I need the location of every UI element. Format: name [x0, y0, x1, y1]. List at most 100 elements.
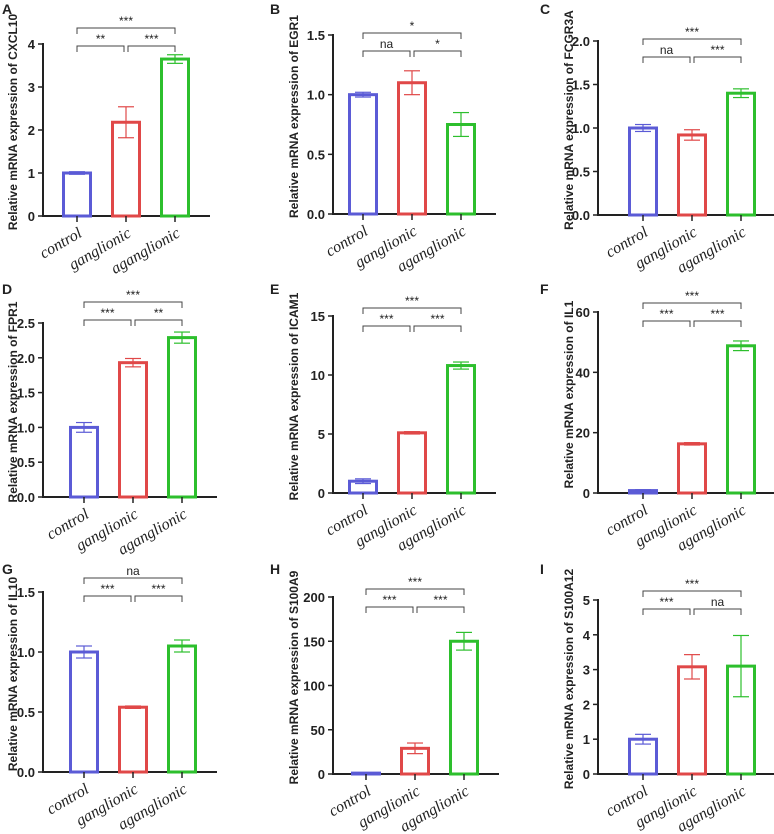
- y-tick-label: 1.0: [572, 121, 590, 136]
- sig-ganglionic-aganglionic-label: ***: [710, 43, 724, 57]
- y-tick-label: 0.5: [572, 165, 590, 180]
- y-tick-label: 2.5: [17, 316, 35, 331]
- sig-control-ganglionic-bracket: [83, 319, 132, 326]
- y-axis-label: Relative mRNA expression of FCGR3A: [562, 10, 576, 230]
- y-tick-label: 2: [583, 697, 590, 712]
- y-tick-label: 3: [28, 80, 35, 95]
- sig-ganglionic-aganglionic-label: ***: [151, 582, 165, 596]
- y-tick-label: 0: [318, 486, 325, 501]
- y-axis-label: Relative mRNA expression of S100A9: [287, 570, 301, 784]
- sig-ganglionic-aganglionic-bracket: [134, 595, 183, 602]
- y-tick-label: 1.5: [307, 28, 325, 43]
- sig-ganglionic-aganglionic-label: ***: [433, 593, 447, 607]
- sig-control-ganglionic-bracket: [76, 45, 125, 52]
- bar-ganglionic: [118, 361, 148, 499]
- sig-control-aganglionic-bracket: [83, 301, 183, 308]
- sig-control-ganglionic-bracket: [83, 595, 132, 602]
- sig-control-ganglionic-bracket: [362, 50, 411, 57]
- sig-ganglionic-aganglionic-bracket: [134, 319, 183, 326]
- sig-control-aganglionic-label: *: [410, 19, 415, 33]
- y-tick-label: 3: [583, 663, 590, 678]
- y-tick-label: 100: [303, 679, 325, 694]
- panel-h: H Relative mRNA expression of S100A9 0 50 10…: [270, 561, 499, 834]
- y-axis-label: Relative mRNA expression of S100A12: [562, 569, 576, 790]
- bar-aganglionic: [167, 644, 197, 774]
- bar-aganglionic: [726, 91, 756, 217]
- panel-letter: D: [2, 281, 12, 297]
- bar-control: [69, 425, 99, 499]
- sig-control-aganglionic-bracket: [365, 588, 465, 595]
- y-axis-label: Relative mRNA expression of FPR1: [6, 301, 20, 502]
- y-tick-label: 20: [576, 426, 590, 441]
- y-tick-label: 1.0: [17, 645, 35, 660]
- sig-control-aganglionic-label: ***: [685, 577, 699, 591]
- sig-ganglionic-aganglionic-bracket: [413, 50, 462, 57]
- y-tick-label: 4: [28, 37, 36, 52]
- bar-ganglionic: [397, 431, 427, 495]
- panel-letter: F: [540, 281, 549, 297]
- y-tick-label: 0.5: [17, 705, 35, 720]
- sig-control-aganglionic-label: ***: [685, 25, 699, 39]
- sig-control-ganglionic-label: **: [96, 32, 106, 46]
- y-tick-label: 1.5: [17, 386, 35, 401]
- sig-ganglionic-aganglionic-label: na: [711, 595, 725, 609]
- y-tick-label: 2: [28, 123, 35, 138]
- y-tick-label: 0.0: [17, 490, 35, 505]
- sig-control-aganglionic-label: ***: [126, 288, 140, 302]
- sig-control-aganglionic-bracket: [642, 590, 742, 597]
- bar-control: [62, 171, 92, 218]
- y-tick-label: 2.0: [572, 34, 590, 49]
- sig-control-aganglionic-bracket: [362, 307, 462, 314]
- panel-letter: E: [270, 281, 279, 297]
- y-tick-label: 10: [311, 368, 325, 383]
- sig-control-ganglionic-label: ***: [659, 595, 673, 609]
- y-tick-label: 5: [318, 427, 325, 442]
- bar-aganglionic: [167, 336, 197, 499]
- panel-b: B Relative mRNA expression of EGR1 0.0 0.5 1…: [270, 1, 496, 276]
- sig-control-ganglionic-bracket: [642, 56, 691, 63]
- sig-control-ganglionic-bracket: [642, 608, 691, 615]
- panel-letter: B: [270, 1, 280, 17]
- y-axis-label: Relative mRNA expression of IL10: [6, 577, 20, 772]
- sig-ganglionic-aganglionic-bracket: [413, 325, 462, 332]
- sig-control-ganglionic-bracket: [365, 606, 414, 613]
- sig-control-ganglionic-label: na: [660, 43, 674, 57]
- y-axis-label: Relative mRNA expression of EGR1: [287, 15, 301, 218]
- y-tick-label: 0.0: [572, 208, 590, 223]
- y-tick-label: 0: [583, 767, 590, 782]
- y-axis-label: Relative mRNA expression of ICAM1: [287, 292, 301, 500]
- sig-control-aganglionic-label: ***: [408, 575, 422, 589]
- y-tick-label: 0.0: [17, 765, 35, 780]
- bar-aganglionic: [160, 57, 190, 218]
- sig-control-aganglionic-label: ***: [685, 289, 699, 303]
- sig-ganglionic-aganglionic-bracket: [693, 320, 742, 327]
- sig-control-ganglionic-label: ***: [379, 312, 393, 326]
- sig-control-aganglionic-bracket: [642, 38, 742, 45]
- sig-control-ganglionic-bracket: [642, 320, 691, 327]
- y-tick-label: 0.5: [307, 147, 325, 162]
- sig-ganglionic-aganglionic-label: **: [154, 306, 164, 320]
- y-tick-label: 1: [28, 166, 35, 181]
- bar-ganglionic: [118, 705, 148, 774]
- bar-ganglionic: [397, 81, 427, 216]
- y-tick-label: 5: [583, 593, 590, 608]
- y-tick-label: 1.0: [307, 88, 325, 103]
- sig-ganglionic-aganglionic-bracket: [693, 608, 742, 615]
- y-tick-label: 0: [318, 767, 325, 782]
- bar-aganglionic: [446, 123, 476, 216]
- sig-ganglionic-aganglionic-label: ***: [144, 32, 158, 46]
- sig-ganglionic-aganglionic-label: ***: [430, 312, 444, 326]
- sig-control-aganglionic-bracket: [83, 577, 183, 584]
- panel-letter: I: [540, 561, 544, 577]
- y-tick-label: 1.5: [572, 78, 590, 93]
- y-tick-label: 50: [311, 723, 325, 738]
- y-tick-label: 1: [583, 732, 590, 747]
- bar-control: [69, 650, 99, 774]
- y-tick-label: 40: [576, 365, 590, 380]
- sig-ganglionic-aganglionic-label: ***: [710, 307, 724, 321]
- sig-ganglionic-aganglionic-bracket: [127, 45, 176, 52]
